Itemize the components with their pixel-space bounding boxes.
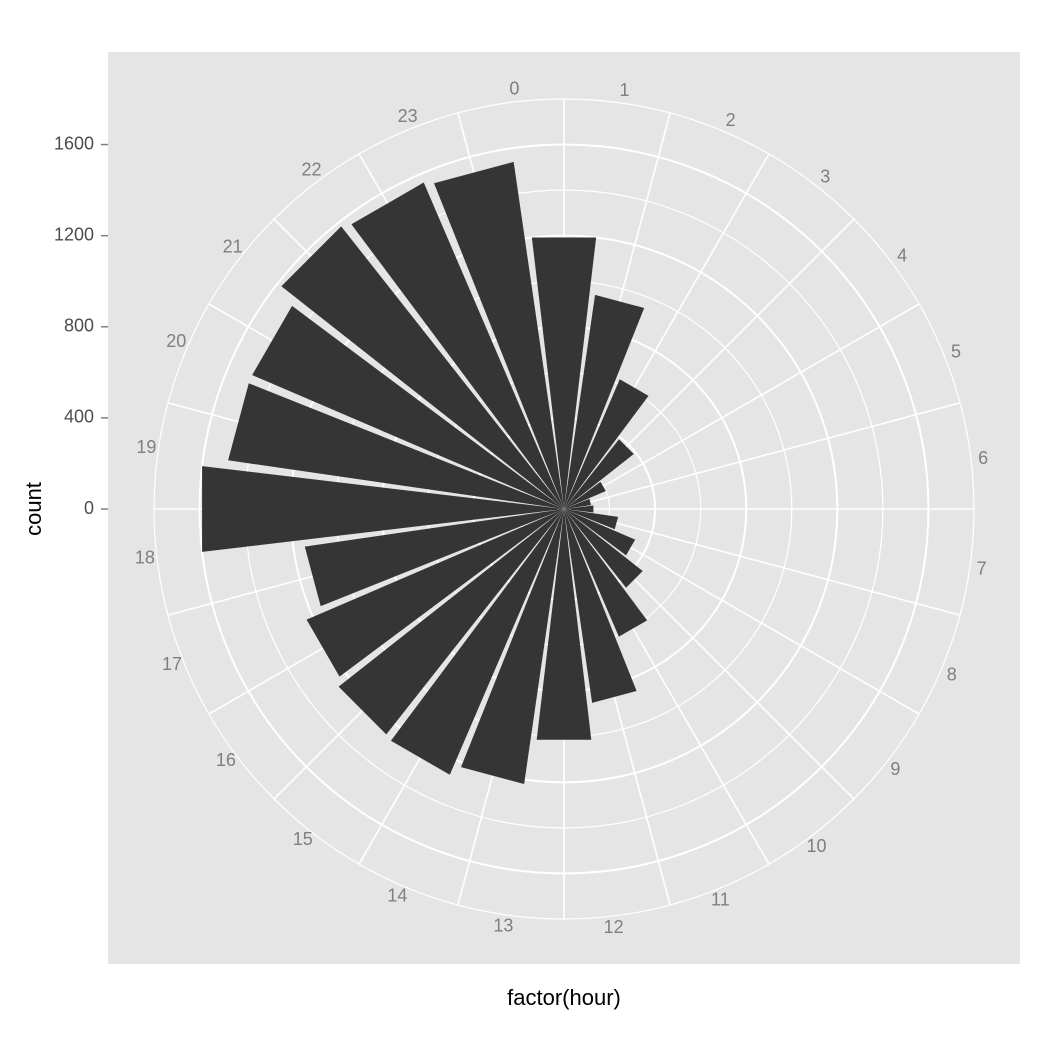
x-axis-title: factor(hour) — [507, 985, 621, 1010]
bar-hour-12 — [536, 509, 592, 740]
hour-label: 19 — [136, 437, 156, 457]
hour-label: 21 — [223, 236, 243, 256]
bar-hour-11 — [564, 509, 637, 703]
bar-hour-15 — [338, 509, 564, 735]
y-tick-label: 0 — [84, 498, 94, 518]
hour-label: 14 — [387, 885, 407, 905]
y-axis-title: count — [21, 482, 46, 536]
hour-label: 16 — [216, 750, 236, 770]
y-tick-label: 1200 — [54, 224, 94, 244]
bar-layer — [202, 161, 649, 785]
bar-hour-6 — [564, 505, 594, 513]
hour-label: 0 — [509, 79, 519, 99]
hour-label: 8 — [947, 664, 957, 684]
hour-label: 17 — [162, 654, 182, 674]
bar-hour-10 — [564, 509, 648, 637]
bar-hour-22 — [351, 182, 564, 509]
radial-grid-line — [563, 303, 920, 510]
hour-label: 7 — [977, 558, 987, 578]
hour-label: 3 — [820, 166, 830, 186]
bar-hour-2 — [564, 379, 649, 509]
hour-label: 10 — [806, 836, 826, 856]
radial-grid-line — [563, 508, 961, 616]
bar-hour-19 — [228, 383, 564, 509]
bar-hour-9 — [564, 509, 643, 588]
bar-hour-16 — [306, 509, 564, 677]
bar-hour-23 — [434, 161, 564, 509]
hour-label: 1 — [620, 80, 630, 100]
y-tick-label: 1600 — [54, 133, 94, 153]
bar-hour-1 — [564, 294, 645, 509]
hour-label: 13 — [493, 915, 513, 935]
y-tick-label: 400 — [64, 407, 94, 427]
hour-label: 22 — [301, 160, 321, 180]
bar-hour-21 — [281, 226, 564, 509]
y-axis: 0 400 800 1200 1600 — [54, 133, 108, 518]
radial-grid-line — [563, 402, 961, 510]
bar-hour-8 — [564, 509, 636, 556]
bar-hour-14 — [390, 509, 564, 775]
hour-label: 5 — [951, 341, 961, 361]
bar-hour-7 — [564, 509, 619, 530]
hour-label: 2 — [726, 110, 736, 130]
bar-hour-3 — [564, 439, 634, 509]
bar-hour-18 — [202, 466, 564, 552]
hour-label: 15 — [293, 829, 313, 849]
hour-label: 4 — [897, 245, 907, 265]
hour-label: 11 — [711, 890, 730, 910]
hour-label: 18 — [135, 547, 155, 567]
bar-hour-4 — [564, 481, 606, 509]
hour-label: 12 — [604, 917, 624, 937]
bar-hour-13 — [461, 509, 564, 785]
hour-label: 20 — [166, 331, 186, 351]
bar-hour-5 — [564, 498, 592, 509]
bar-hour-0 — [531, 237, 597, 510]
hour-label: 6 — [978, 448, 988, 468]
bar-hour-17 — [304, 509, 564, 607]
y-tick-label: 800 — [64, 316, 94, 336]
hour-label: 9 — [890, 759, 900, 779]
hour-label: 23 — [398, 106, 418, 126]
bar-hour-20 — [252, 305, 564, 509]
